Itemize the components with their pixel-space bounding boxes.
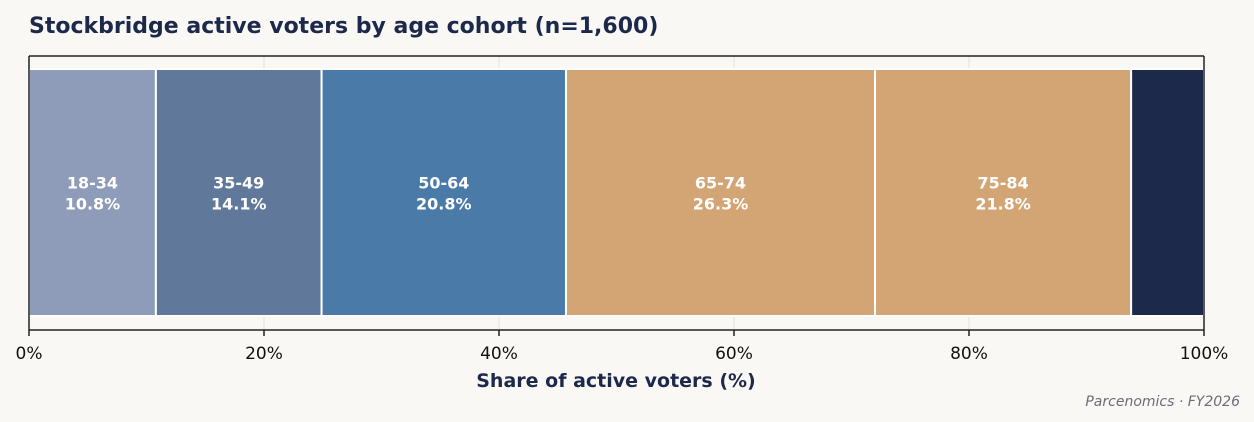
bar-segment-other — [1130, 68, 1206, 317]
bar-segment-65-74 — [564, 68, 876, 317]
segment-value-label: 21.8% — [975, 195, 1031, 214]
segment-name-label: 35-49 — [213, 174, 264, 193]
bar-segments — [28, 68, 1206, 317]
segment-name-label: 18-34 — [67, 174, 118, 193]
x-tick-label: 20% — [245, 344, 283, 364]
x-tick-label: 60% — [715, 344, 753, 364]
bar-segment-35-49 — [154, 68, 323, 317]
segment-value-label: 26.3% — [693, 195, 749, 214]
segment-value-label: 14.1% — [211, 195, 267, 214]
segment-name-label: 50-64 — [418, 174, 469, 193]
bar-segment-18-34 — [28, 68, 157, 317]
x-axis-label: Share of active voters (%) — [476, 370, 756, 392]
segment-name-label: 65-74 — [695, 174, 746, 193]
x-tick-label: 100% — [1180, 344, 1229, 364]
x-tick-label: 80% — [950, 344, 988, 364]
x-tick-label: 40% — [480, 344, 518, 364]
source-note: Parcenomics · FY2026 — [1085, 394, 1240, 410]
segment-value-label: 10.8% — [65, 195, 121, 214]
chart-title: Stockbridge active voters by age cohort … — [29, 14, 658, 39]
bar-segment-50-64 — [320, 68, 567, 317]
segment-labels: 18-34 10.8% 35-49 14.1% 50-64 20.8% 65-74 26.3%… — [65, 174, 1031, 214]
x-tick-label: 0% — [16, 344, 43, 364]
segment-value-label: 20.8% — [416, 195, 472, 214]
x-axis: 0% 20% 40% 60% 80% 100% — [16, 55, 1229, 364]
bar-segment-75-84 — [874, 68, 1133, 317]
segment-name-label: 75-84 — [977, 174, 1028, 193]
